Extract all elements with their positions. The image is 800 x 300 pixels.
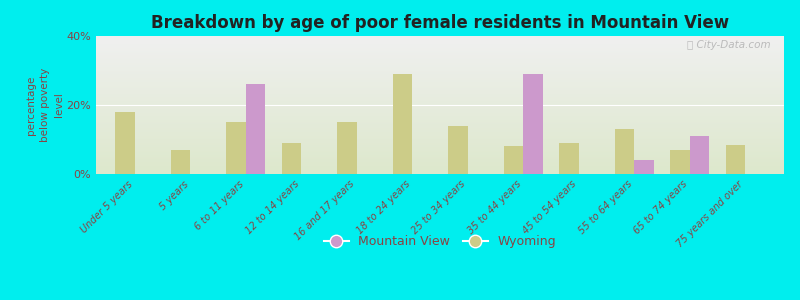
Bar <box>246 84 266 174</box>
Title: Breakdown by age of poor female residents in Mountain View: Breakdown by age of poor female resident… <box>151 14 729 32</box>
Bar <box>523 74 542 174</box>
Bar <box>226 122 246 174</box>
Bar <box>448 126 468 174</box>
Bar <box>504 146 523 174</box>
Text: Ⓢ City-Data.com: Ⓢ City-Data.com <box>686 40 770 50</box>
Bar <box>282 143 302 174</box>
Y-axis label: percentage
below poverty
level: percentage below poverty level <box>26 68 64 142</box>
Bar <box>338 122 357 174</box>
Bar <box>115 112 135 174</box>
Bar <box>171 150 190 174</box>
Bar <box>614 129 634 174</box>
Bar <box>559 143 578 174</box>
Bar <box>393 74 412 174</box>
Bar <box>634 160 654 174</box>
Legend: Mountain View, Wyoming: Mountain View, Wyoming <box>318 230 562 253</box>
Bar <box>670 150 690 174</box>
Bar <box>690 136 709 174</box>
Bar <box>726 145 745 174</box>
